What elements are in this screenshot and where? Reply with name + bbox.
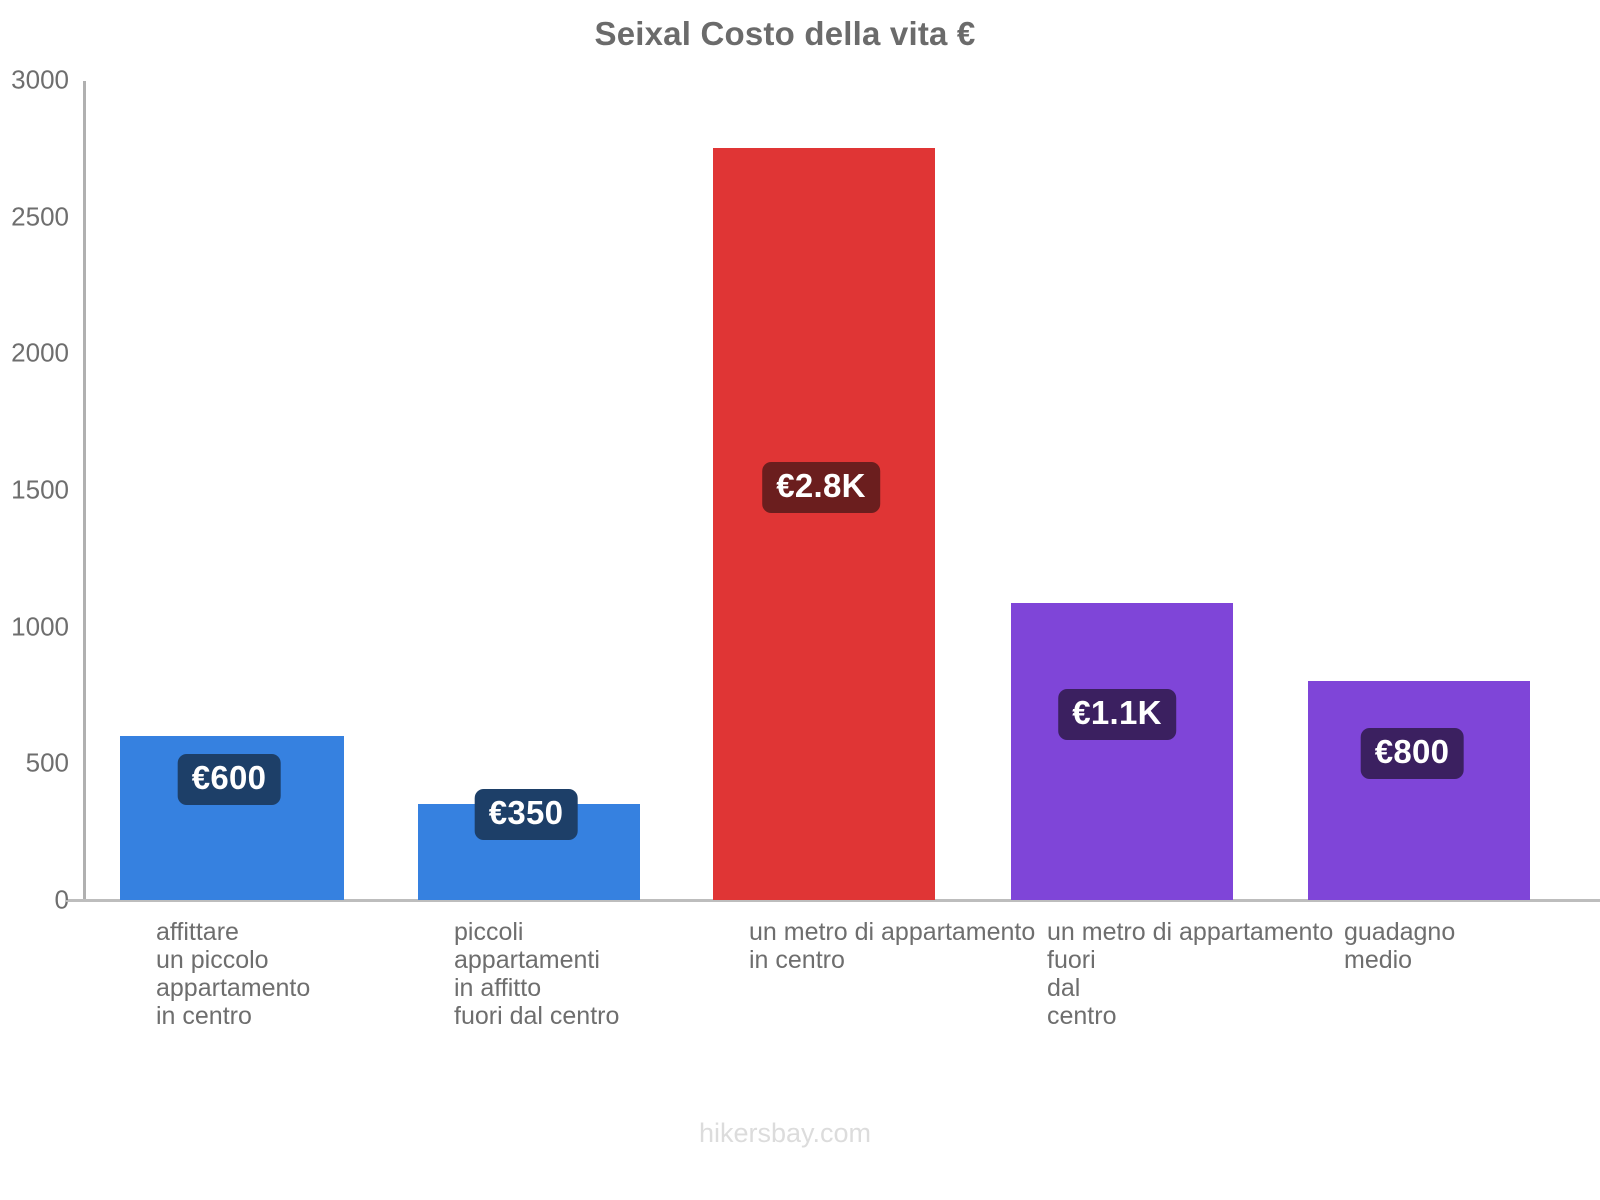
bar-value-label: €800: [1360, 728, 1464, 779]
chart-title: Seixal Costo della vita €: [594, 15, 976, 52]
watermark: hikersbay.com: [698, 1118, 872, 1148]
y-tick-label: 1000: [11, 611, 69, 642]
x-axis-category-label: un metro di appartamento fuori dal centr…: [1047, 918, 1334, 1030]
bar[interactable]: [713, 148, 935, 900]
x-axis-line: [66, 899, 1600, 902]
y-tick-label: 3000: [11, 64, 69, 95]
bar-value-label: €600: [177, 754, 281, 805]
bar-value-label: €1.1K: [1058, 689, 1176, 740]
bar[interactable]: [1308, 681, 1530, 900]
y-axis-line: [83, 81, 86, 900]
bar-value-label: €2.8K: [762, 462, 880, 513]
x-axis-category-label: piccoli appartamenti in affitto fuori da…: [454, 918, 620, 1030]
y-tick-mark: [66, 900, 83, 902]
y-tick-label: 500: [25, 747, 69, 778]
bar-value-label: €350: [474, 789, 578, 840]
y-tick-label: 2000: [11, 337, 69, 368]
y-tick-label: 2500: [11, 201, 69, 232]
x-axis-category-label: un metro di appartamento in centro: [749, 918, 1036, 974]
y-tick-label: 0: [54, 884, 69, 915]
x-axis-category-label: affittare un piccolo appartamento in cen…: [156, 918, 311, 1030]
x-axis-category-label: guadagno medio: [1344, 918, 1456, 974]
y-tick-label: 1500: [11, 474, 69, 505]
bar[interactable]: [1011, 603, 1233, 900]
